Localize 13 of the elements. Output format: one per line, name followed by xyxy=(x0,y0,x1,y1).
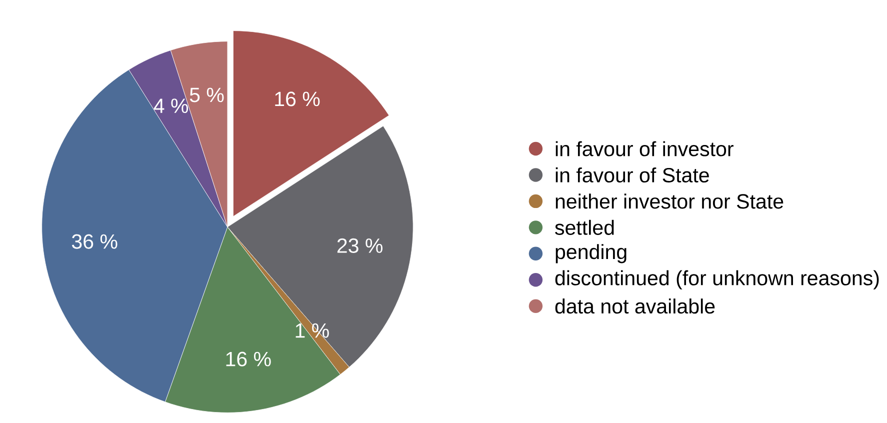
legend-label: neither investor nor State xyxy=(556,194,784,209)
legend-label: discontinued (for unknown reasons) xyxy=(555,270,879,290)
data-label: 16 % xyxy=(226,352,271,366)
legend-label: pending xyxy=(556,244,626,264)
data-label: 16 % xyxy=(275,92,320,106)
data-label: 36 % xyxy=(72,234,118,249)
data-label: 4 % xyxy=(154,98,188,114)
legend-label: in favour of State xyxy=(556,168,709,183)
legend-label: in favour of investor xyxy=(556,141,734,156)
legend-label: data not available xyxy=(555,298,715,314)
data-label: 23 % xyxy=(337,238,382,254)
legend-label: settled xyxy=(555,220,614,236)
data-label: 5 % xyxy=(190,88,224,102)
